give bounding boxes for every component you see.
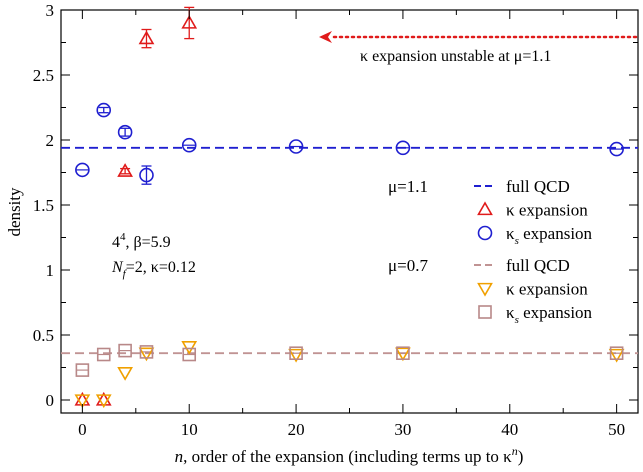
data-point-s2-p3 (138, 347, 155, 362)
x-tick-label-1: 10 (181, 420, 198, 439)
legend-marker-1-1 (477, 282, 493, 297)
y-tick-label-5: 2.5 (33, 66, 54, 85)
data-point-s1-p7 (609, 141, 624, 157)
annotation-flavors: Nf=2, κ=0.12 (111, 259, 196, 280)
legend-marker-1-2 (478, 305, 492, 319)
x-tick-label-2: 20 (288, 420, 305, 439)
data-point-s0-p4 (181, 14, 198, 29)
flavors-rest: =2, κ=0.12 (126, 259, 196, 276)
legend-group-label-0: μ=1.1 (388, 177, 428, 196)
data-markers (74, 14, 625, 409)
data-point-s0-p3 (138, 30, 155, 45)
data-point-s3-p7 (609, 346, 624, 361)
x-axis-label-sup: n (512, 444, 518, 458)
data-point-s3-p0 (75, 363, 90, 377)
x-axis-label-close: ) (518, 447, 524, 466)
legend-marker-0-2 (477, 225, 493, 241)
x-tick-label-0: 0 (78, 420, 87, 439)
legend-text-tail-0-2: expansion (519, 224, 593, 243)
lattice-sup: 4 (120, 231, 126, 243)
legend-group-label-1: μ=0.7 (388, 256, 428, 275)
data-point-s2-p4 (181, 341, 198, 355)
x-tick-label-4: 40 (501, 420, 518, 439)
data-point-s1-p4 (181, 137, 197, 153)
legend-text-main-1-2: κ (506, 303, 515, 322)
data-point-s3-p4 (182, 347, 197, 362)
axis-ticks: 0 10 20 30 40 50 0 0.5 1 1.5 2 2.5 3 (33, 1, 638, 439)
flavors-sub: f (123, 268, 128, 280)
unstable-text: κ expansion unstable at μ=1.1 (360, 48, 551, 65)
y-axis-label: density (5, 187, 24, 237)
data-point-s3-p1 (96, 347, 111, 362)
annotation-lattice-size: 44, β=5.9 (112, 231, 171, 251)
y-tick-label-3: 1.5 (33, 196, 54, 215)
data-point-s1-p2 (117, 124, 133, 140)
x-axis-label-text: , order of the expansion (including term… (183, 447, 512, 466)
data-point-s3-p5 (289, 346, 303, 361)
legend-text-sub-0-2: s (515, 235, 519, 247)
y-tick-label-6: 3 (46, 1, 55, 20)
data-point-s2-p1 (95, 394, 112, 409)
data-point-s2-p5 (288, 348, 304, 363)
data-point-s3-p2 (118, 343, 132, 358)
data-point-s3-p6 (396, 346, 410, 361)
y-tick-label-2: 1 (46, 261, 55, 280)
legend-text-1-0: full QCD (506, 256, 570, 275)
data-point-s2-p2 (117, 367, 133, 381)
y-tick-label-4: 2 (46, 131, 55, 150)
data-point-s1-p1 (96, 102, 112, 118)
legend-text-0-1: κ expansion (506, 201, 588, 220)
data-point-s1-p3 (139, 167, 154, 183)
legend-marker-0-1 (477, 201, 493, 216)
y-tick-label-0: 0 (46, 391, 55, 410)
data-point-s1-p6 (395, 140, 411, 156)
flavors-var: N (111, 259, 124, 276)
x-tick-label-5: 50 (608, 420, 625, 439)
data-point-s3-p3 (139, 345, 154, 359)
x-axis-label-var: n (175, 447, 184, 466)
x-axis-label: n, order of the expansion (including ter… (175, 444, 524, 466)
legend-text-0-0: full QCD (506, 177, 570, 196)
legend-text-main-0-2: κ (506, 224, 515, 243)
data-point-s0-p1 (95, 391, 112, 406)
lattice-base: 4 (112, 234, 120, 251)
unstable-arrow-head (319, 31, 332, 43)
legend-text-sub-1-2: s (515, 314, 519, 326)
legend-text-1-1: κ expansion (506, 280, 588, 299)
lattice-rest: , β=5.9 (126, 234, 171, 251)
legend-text-0-2: κs expansion (506, 224, 593, 247)
x-tick-label-3: 30 (394, 420, 411, 439)
data-point-s2-p7 (608, 348, 625, 363)
data-point-s2-p0 (74, 394, 91, 409)
data-point-s1-p5 (288, 139, 304, 154)
unstable-annotation: κ expansion unstable at μ=1.1 (319, 31, 638, 65)
legend-text-1-2: κs expansion (506, 303, 593, 326)
data-point-s0-p2 (117, 163, 133, 177)
legend-text-tail-1-2: expansion (519, 303, 593, 322)
data-point-s1-p0 (75, 162, 90, 178)
y-tick-label-1: 0.5 (33, 326, 54, 345)
reference-lines (61, 146, 638, 355)
data-point-s2-p6 (395, 347, 411, 362)
